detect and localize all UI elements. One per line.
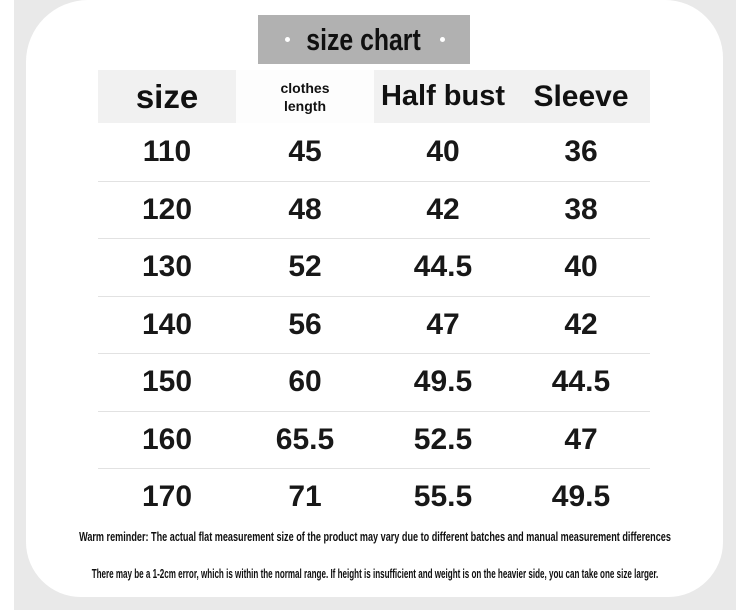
cell-size: 130: [141, 250, 193, 284]
title-dot-right-icon: [440, 37, 445, 42]
cell-sleeve: 47: [564, 422, 598, 456]
cell-sleeve: 36: [564, 134, 598, 168]
table-row: 140 56 47 42: [98, 295, 650, 354]
cell-sleeve: 40: [564, 250, 598, 284]
cell-sleeve: 42: [564, 307, 598, 341]
cell-clothes-length: 65.5: [275, 422, 335, 456]
cell-half-bust: 42: [426, 192, 460, 226]
warm-reminder-line1: Warm reminder: The actual flat measureme…: [78, 529, 671, 544]
table-row: 170 71 55.5 49.5: [98, 468, 650, 526]
cell-clothes-length: 56: [288, 307, 322, 341]
column-header-clothes-line1: clothes: [280, 79, 330, 96]
cell-size: 120: [141, 192, 193, 226]
cell-half-bust: 47: [426, 307, 460, 341]
table-body: 110 45 40 36 120 48 42 38 130 52 44.5 40…: [98, 123, 650, 526]
cell-clothes-length: 60: [288, 365, 322, 399]
cell-clothes-length: 45: [288, 134, 322, 168]
column-header-size: size: [98, 70, 236, 123]
cell-clothes-length: 48: [288, 192, 322, 226]
cell-sleeve: 44.5: [551, 365, 611, 399]
cell-half-bust: 55.5: [413, 480, 473, 514]
cell-half-bust: 52.5: [413, 422, 473, 456]
table-header-row: size clothes length Half bust Sleeve: [98, 70, 650, 123]
table-row: 160 65.5 52.5 47: [98, 410, 650, 469]
cell-clothes-length: 52: [288, 250, 322, 284]
cell-size: 110: [142, 134, 192, 168]
table-row: 120 48 42 38: [98, 180, 650, 239]
cell-sleeve: 49.5: [551, 480, 611, 514]
cell-size: 140: [141, 307, 193, 341]
cell-half-bust: 40: [426, 134, 460, 168]
cell-size: 170: [141, 480, 193, 514]
column-header-half-bust: Half bust: [374, 70, 512, 123]
size-chart-title-box: size chart: [258, 15, 470, 64]
cell-sleeve: 38: [564, 192, 598, 226]
column-header-clothes-line2: length: [284, 97, 326, 114]
table-row: 130 52 44.5 40: [98, 238, 650, 296]
cell-half-bust: 44.5: [413, 250, 473, 284]
table-row: 110 45 40 36: [98, 123, 650, 181]
table-row: 150 60 49.5 44.5: [98, 353, 650, 411]
size-chart-card: size chart size clothes length Half bust…: [26, 0, 723, 597]
column-header-sleeve: Sleeve: [512, 70, 650, 123]
cell-clothes-length: 71: [288, 480, 322, 514]
warm-reminder-line2: There may be a 1-2cm error, which is wit…: [91, 566, 658, 581]
cell-size: 160: [141, 422, 193, 456]
title-dot-left-icon: [285, 37, 290, 42]
cell-half-bust: 49.5: [413, 365, 473, 399]
cell-size: 150: [141, 365, 193, 399]
column-header-clothes-length: clothes length: [236, 70, 374, 123]
page-title: size chart: [306, 21, 422, 57]
